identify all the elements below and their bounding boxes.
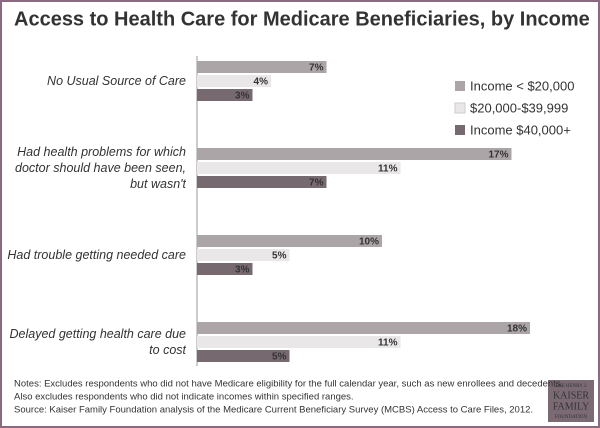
legend-label: $20,000-$39,999 (470, 100, 568, 115)
note: Source: Kaiser Family Foundation analysi… (14, 405, 533, 416)
category-label-box: Had health problems for which doctor sho… (15, 144, 186, 192)
logo-text: KAISER (553, 390, 589, 401)
value-label: 3% (235, 91, 250, 102)
legend-swatch (455, 125, 465, 135)
value-label: 10% (359, 237, 379, 248)
bar (197, 176, 327, 188)
logo-text: THE HENRY J. (555, 384, 587, 389)
category-label: Had trouble getting needed care (7, 247, 186, 262)
value-label: 11% (378, 164, 398, 175)
logo-box (548, 380, 594, 422)
value-label: 18% (507, 324, 527, 335)
category-label: Delayed getting health care due to cost (9, 326, 186, 357)
bar (197, 61, 327, 73)
value-label: 17% (488, 150, 508, 161)
bar (197, 336, 401, 348)
value-label: 5% (272, 352, 287, 363)
value-label: 5% (272, 251, 287, 262)
bar (197, 249, 290, 261)
category-label-box: Delayed getting health care due to cost (9, 326, 186, 357)
bar (197, 162, 401, 174)
legend-label: Income < $20,000 (470, 78, 574, 93)
bar (197, 263, 253, 275)
bar (197, 148, 512, 160)
bar (197, 322, 530, 334)
logo-text: FOUNDATION (555, 415, 588, 420)
bar (197, 235, 382, 247)
note: Also excludes respondents who did not in… (14, 392, 354, 403)
bar (197, 75, 271, 87)
legend-swatch (454, 102, 466, 114)
note: Notes: Excludes respondents who did not … (14, 379, 563, 390)
value-label: 7% (309, 178, 324, 189)
logo-text: FAMILY (553, 401, 590, 412)
category-label: Had health problems for which doctor sho… (15, 144, 186, 192)
legend-label: Income $40,000+ (470, 122, 571, 137)
value-label: 3% (235, 265, 250, 276)
category-label-box: No Usual Source of Care (47, 73, 186, 88)
value-label: 7% (309, 63, 324, 74)
category-label: No Usual Source of Care (47, 73, 186, 88)
bar (197, 350, 290, 362)
value-label: 11% (378, 338, 398, 349)
value-label: 4% (254, 77, 269, 88)
legend-swatch (455, 81, 465, 91)
category-label-box: Had trouble getting needed care (7, 247, 186, 262)
bar (197, 89, 253, 101)
chart-title: Access to Health Care for Medicare Benef… (14, 8, 590, 30)
